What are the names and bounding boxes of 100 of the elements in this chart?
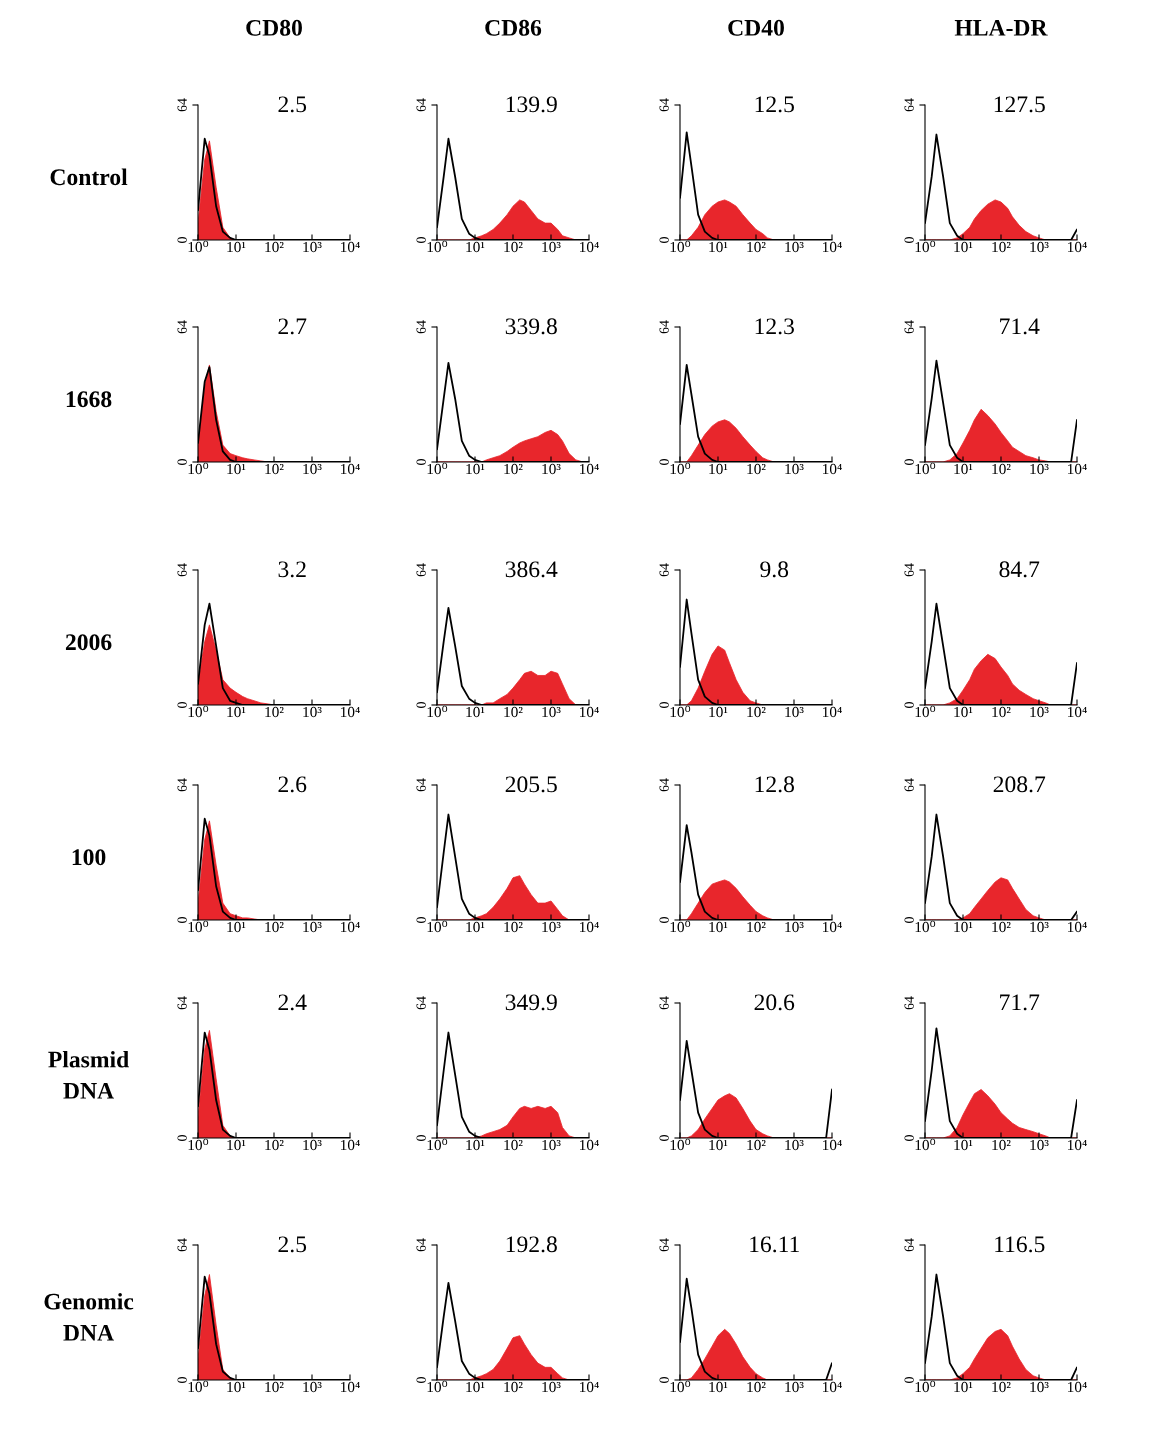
x-tick-label: 10⁴ <box>580 921 599 933</box>
y-tick-label: 0 <box>904 237 914 243</box>
x-tick-label: 10¹ <box>466 1381 485 1393</box>
annotation: 12.5 <box>755 96 794 113</box>
x-tick-label: 10⁴ <box>1068 241 1087 253</box>
annotation: 2.5 <box>278 96 307 113</box>
x-tick-label: 10⁰ <box>915 920 936 933</box>
x-tick-label: 10⁴ <box>341 241 360 253</box>
y-tick-label: 0 <box>416 1377 426 1383</box>
x-tick-label: 10⁴ <box>341 706 360 718</box>
x-tick-label: 10⁰ <box>188 920 209 933</box>
y-tick-label: 0 <box>904 702 914 708</box>
x-tick-label: 10⁴ <box>1068 921 1087 933</box>
x-tick-label: 10⁰ <box>427 1380 448 1393</box>
x-tick-label: 10² <box>992 463 1011 475</box>
x-tick-label: 10¹ <box>466 1139 485 1151</box>
x-tick-label: 10² <box>504 463 523 475</box>
x-tick-label: 10³ <box>785 1381 804 1393</box>
y-tick-label: 0 <box>416 1135 426 1141</box>
x-tick-label: 10⁴ <box>823 241 842 253</box>
x-tick-label: 10² <box>747 1381 766 1393</box>
x-tick-label: 10³ <box>542 241 561 253</box>
x-tick-label: 10² <box>265 706 284 718</box>
annotation: 339.8 <box>505 318 557 335</box>
annotation: 192.8 <box>506 1236 557 1253</box>
annotation: 2.6 <box>278 776 307 793</box>
y-tick-label: 0 <box>904 1135 914 1141</box>
x-tick-label: 10¹ <box>954 921 973 933</box>
y-tick-label: 64 <box>177 1238 187 1252</box>
x-tick-label: 10³ <box>303 463 322 475</box>
x-tick-label: 10⁰ <box>427 705 448 718</box>
x-tick-label: 10⁰ <box>427 920 448 933</box>
y-tick-label: 0 <box>177 1377 187 1383</box>
x-tick-label: 10⁴ <box>823 706 842 718</box>
x-tick-label: 10¹ <box>466 921 485 933</box>
y-tick-label: 0 <box>177 237 187 243</box>
x-tick-label: 10⁰ <box>670 462 691 475</box>
y-tick-label: 64 <box>904 778 914 792</box>
x-tick-label: 10³ <box>303 241 322 253</box>
x-tick-label: 10¹ <box>466 463 485 475</box>
y-tick-label: 64 <box>659 1238 669 1252</box>
y-axis-title: 1668 <box>66 391 112 408</box>
x-tick-label: 10³ <box>542 463 561 475</box>
annotation: 2.5 <box>278 1236 307 1253</box>
x-tick-label: 10¹ <box>709 463 728 475</box>
x-tick-label: 10⁰ <box>915 462 936 475</box>
annotation: 208.7 <box>993 776 1046 793</box>
x-tick-label: 10² <box>504 921 523 933</box>
x-tick-label: 10³ <box>542 921 561 933</box>
x-tick-label: 10¹ <box>954 463 973 475</box>
x-tick-label: 10³ <box>1030 241 1049 253</box>
y-tick-label: 0 <box>659 1377 669 1383</box>
x-tick-label: 10⁰ <box>188 705 209 718</box>
x-tick-label: 10⁴ <box>823 463 842 475</box>
annotation: 139.9 <box>506 96 557 113</box>
y-tick-label: 0 <box>659 1135 669 1141</box>
x-tick-label: 10³ <box>1030 1139 1049 1151</box>
x-tick-label: 10³ <box>785 463 804 475</box>
y-tick-label: 64 <box>416 320 426 334</box>
y-tick-label: 0 <box>659 459 669 465</box>
x-tick-label: 10¹ <box>227 1381 246 1393</box>
chart-title: CD86 <box>485 19 542 36</box>
x-tick-label: 10³ <box>1030 463 1049 475</box>
y-tick-label: 64 <box>177 996 187 1010</box>
annotation: 9.8 <box>760 561 789 578</box>
y-tick-label: 64 <box>659 563 669 577</box>
x-tick-label: 10⁴ <box>580 1381 599 1393</box>
x-tick-label: 10¹ <box>709 921 728 933</box>
x-tick-label: 10² <box>992 1139 1011 1151</box>
x-tick-label: 10⁴ <box>1068 1381 1087 1393</box>
y-axis-title: Control <box>50 168 128 186</box>
x-tick-label: 10² <box>265 463 284 475</box>
x-tick-label: 10⁴ <box>341 921 360 933</box>
y-tick-label: 64 <box>659 320 669 334</box>
x-tick-label: 10⁴ <box>1068 463 1087 475</box>
y-tick-label: 0 <box>177 702 187 708</box>
annotation: 3.2 <box>278 561 306 578</box>
x-tick-label: 10⁰ <box>915 240 936 253</box>
x-tick-label: 10¹ <box>227 706 246 718</box>
x-tick-label: 10⁰ <box>670 705 691 718</box>
y-tick-label: 0 <box>904 917 914 923</box>
x-tick-label: 10³ <box>303 921 322 933</box>
x-tick-label: 10³ <box>785 706 804 718</box>
x-tick-label: 10⁰ <box>188 240 209 253</box>
x-tick-label: 10² <box>265 1381 284 1393</box>
y-tick-label: 64 <box>659 778 669 792</box>
y-tick-label: 0 <box>177 917 187 923</box>
y-tick-label: 64 <box>416 98 426 112</box>
x-tick-label: 10¹ <box>954 706 973 718</box>
x-tick-label: 10¹ <box>954 1139 973 1151</box>
x-tick-label: 10⁰ <box>188 1138 209 1151</box>
x-tick-label: 10² <box>504 1381 523 1393</box>
y-tick-label: 64 <box>904 1238 914 1252</box>
x-tick-label: 10⁴ <box>580 463 599 475</box>
x-tick-label: 10⁰ <box>427 240 448 253</box>
y-tick-label: 0 <box>659 917 669 923</box>
x-tick-label: 10² <box>747 241 766 253</box>
y-tick-label: 64 <box>416 1238 426 1252</box>
y-tick-label: 0 <box>659 237 669 243</box>
annotation: 386.4 <box>505 561 558 578</box>
